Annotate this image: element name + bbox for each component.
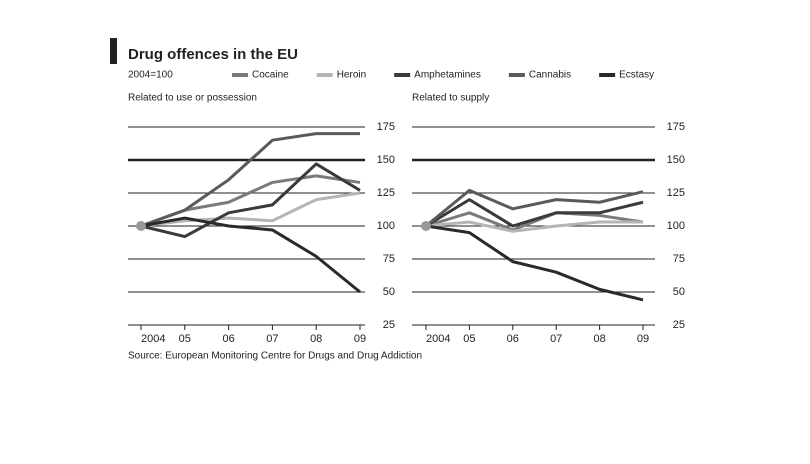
y-tick-label: 100 [667, 220, 685, 232]
panel-title: Related to use or possession [128, 93, 257, 104]
y-tick-label: 125 [377, 187, 395, 199]
x-tick-label: 09 [637, 333, 649, 345]
legend-label: Heroin [337, 70, 366, 81]
chart-title: Drug offences in the EU [128, 46, 298, 63]
x-tick-label: 07 [266, 333, 278, 345]
legend-label: Amphetamines [414, 70, 481, 81]
y-tick-label: 150 [377, 154, 395, 166]
x-tick-label: 05 [179, 333, 191, 345]
series-line [425, 188, 644, 228]
series-line [140, 191, 361, 228]
x-tick-label: 07 [550, 333, 562, 345]
y-tick-label: 25 [383, 319, 395, 331]
series-line [140, 162, 361, 239]
y-tick-label: 175 [667, 121, 685, 133]
x-tick-label: 05 [463, 333, 475, 345]
x-tick-label: 2004 [426, 333, 450, 345]
y-tick-label: 175 [377, 121, 395, 133]
series-line [425, 224, 644, 302]
y-tick-label: 25 [673, 319, 685, 331]
series-line [425, 211, 644, 232]
series-line [140, 216, 361, 294]
legend-label: Cocaine [252, 70, 289, 81]
y-tick-label: 100 [377, 220, 395, 232]
y-tick-label: 75 [673, 253, 685, 265]
x-tick-label: 08 [310, 333, 322, 345]
subtitle: 2004=100 [128, 70, 173, 81]
legend-label: Ecstasy [619, 70, 654, 81]
panel-title: Related to supply [412, 93, 489, 104]
source: Source: European Monitoring Centre for D… [128, 351, 422, 362]
y-tick-label: 50 [673, 286, 685, 298]
y-tick-label: 75 [383, 253, 395, 265]
base-point [136, 221, 146, 231]
series-line [425, 220, 643, 233]
series-line [425, 198, 644, 228]
y-tick-label: 50 [383, 286, 395, 298]
legend-label: Cannabis [529, 70, 571, 81]
title-marker [110, 38, 117, 64]
x-tick-label: 09 [354, 333, 366, 345]
x-tick-label: 06 [507, 333, 519, 345]
base-point [421, 221, 431, 231]
x-tick-label: 08 [593, 333, 605, 345]
series-line [140, 132, 360, 228]
x-tick-label: 06 [222, 333, 234, 345]
y-tick-label: 125 [667, 187, 685, 199]
x-tick-label: 2004 [141, 333, 165, 345]
y-tick-label: 150 [667, 154, 685, 166]
